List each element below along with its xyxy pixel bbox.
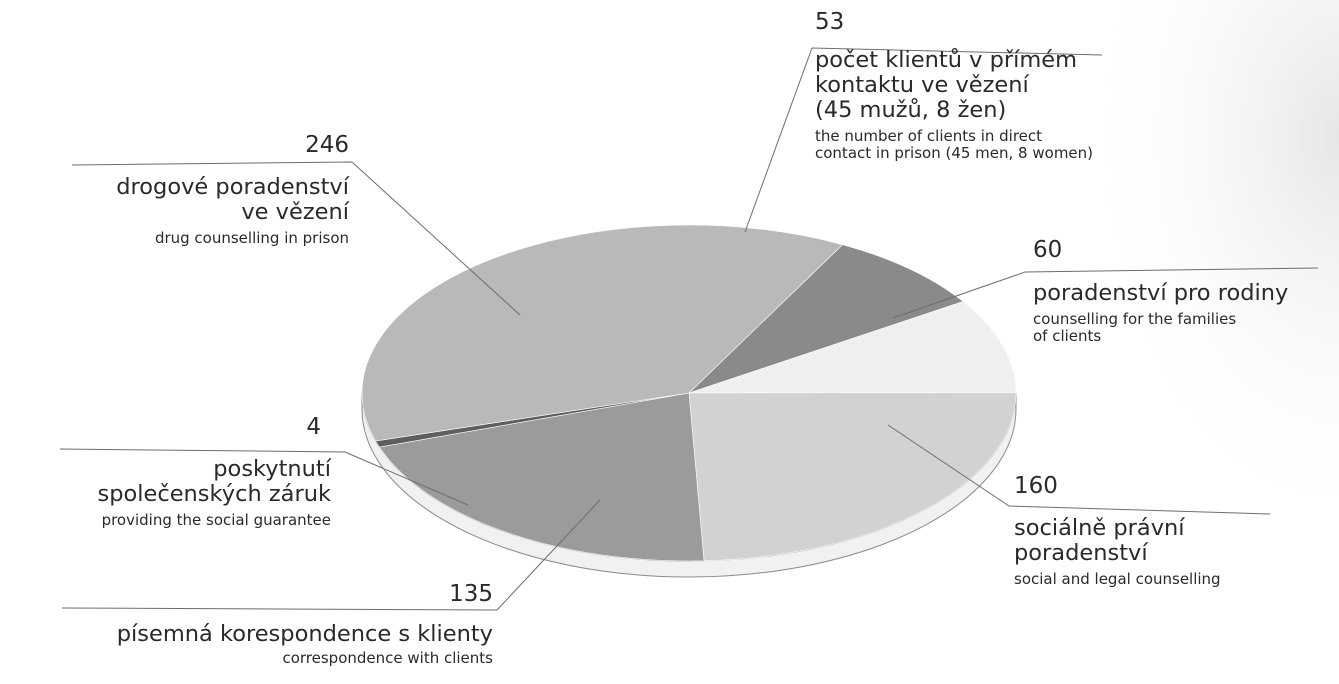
label-line: poskytnutí: [213, 455, 331, 482]
slice-value-53: 53: [815, 9, 845, 35]
slice-label-en-60: counselling for the families of clients: [1033, 311, 1288, 345]
label-line: ve vězení: [241, 198, 349, 225]
label-line: of clients: [1033, 326, 1102, 345]
slice-label-cz-135: písemná korespondence s klienty: [13, 620, 493, 647]
slice-label-en-246: drug counselling in prison: [29, 230, 349, 247]
label-line: drogové poradenství: [116, 173, 349, 200]
label-line: kontaktu ve vězení: [815, 71, 1029, 98]
label-group-135: 135 písemná korespondence s klienty corr…: [13, 581, 493, 667]
label-group-4: 4 poskytnutí společenských záruk providi…: [11, 414, 331, 529]
leader-line-160: [887, 424, 1271, 515]
slice-value-60: 60: [1033, 237, 1063, 263]
label-line: contact in prison (45 men, 8 women): [815, 144, 1094, 163]
slice-value-4: 4: [306, 414, 321, 440]
slice-label-cz-4: poskytnutí společenských záruk: [11, 455, 331, 507]
label-line: poradenství pro rodiny: [1033, 279, 1289, 306]
label-line: counselling for the families: [1033, 309, 1237, 328]
label-line: (45 mužů, 8 žen): [815, 97, 1007, 124]
label-group-160: 160 sociálně právní poradenství social a…: [1014, 473, 1221, 588]
label-line: correspondence with clients: [282, 648, 493, 667]
slice-label-cz-246: drogové poradenství ve vězení: [29, 173, 349, 225]
label-group-60: 60 poradenství pro rodiny counselling fo…: [1033, 237, 1289, 345]
label-line: sociálně právní: [1014, 514, 1185, 541]
label-line: social and legal counselling: [1014, 570, 1221, 589]
pie-slice-246: [361, 224, 844, 442]
leader-line-60: [892, 267, 1319, 319]
label-line: společenských záruk: [97, 480, 331, 507]
label-line: providing the social guarantee: [101, 511, 331, 530]
slice-label-en-135: correspondence with clients: [13, 650, 493, 667]
leader-line-135: [61, 499, 601, 611]
slice-label-en-4: providing the social guarantee: [11, 512, 331, 529]
label-group-53: 53 počet klientů v přímém kontaktu ve vě…: [815, 9, 1093, 162]
leader-lines: [59, 47, 1319, 611]
slice-label-cz-60: poradenství pro rodiny: [1033, 279, 1289, 306]
slice-value-160: 160: [1014, 473, 1058, 499]
slice-value-135: 135: [449, 581, 493, 607]
slice-value-246: 246: [305, 132, 349, 158]
slice-label-cz-53: počet klientů v přímém kontaktu ve vězen…: [815, 46, 1093, 124]
leader-line-4: [59, 448, 469, 506]
label-line: počet klientů v přímém: [815, 46, 1078, 73]
slice-label-cz-160: sociálně právní poradenství: [1014, 514, 1221, 566]
label-line: drug counselling in prison: [154, 229, 349, 248]
label-group-246: 246 drogové poradenství ve vězení drug c…: [29, 132, 349, 247]
leader-line-246: [71, 161, 521, 316]
slice-label-en-160: social and legal counselling: [1014, 571, 1221, 588]
label-line: písemná korespondence s klienty: [116, 620, 493, 647]
pie-slice-53: [688, 244, 964, 394]
pie-slice-160: [688, 392, 1017, 562]
leader-line-53: [744, 47, 1103, 233]
label-line: poradenství: [1014, 539, 1148, 566]
slice-label-en-53: the number of clients in direct contact …: [815, 128, 1093, 162]
pie-slice-135: [378, 392, 705, 562]
pie-slice-60: [688, 301, 1017, 394]
pie-slices: [361, 224, 1017, 562]
label-line: the number of clients in direct: [815, 127, 1043, 146]
